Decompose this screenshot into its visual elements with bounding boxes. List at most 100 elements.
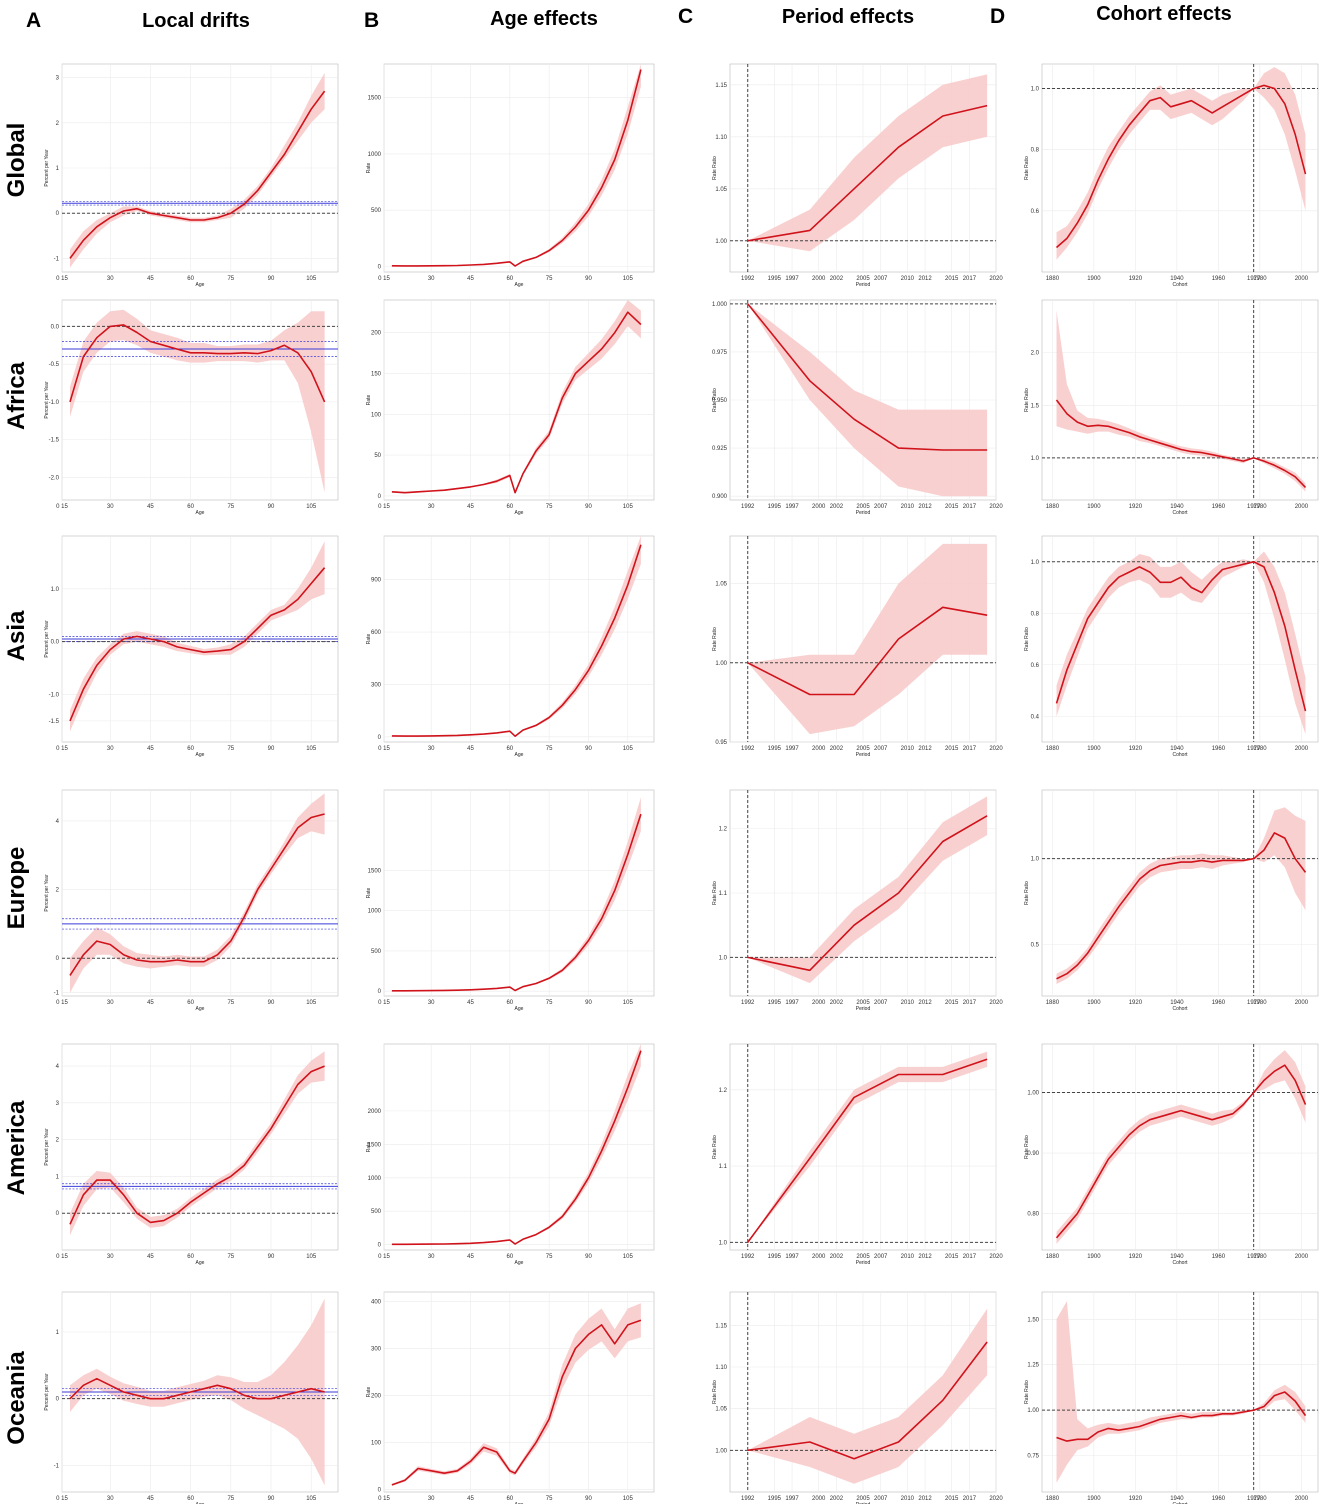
confidence-band bbox=[1056, 551, 1306, 735]
x-tick-label: 1992 bbox=[741, 1000, 755, 1006]
y-tick-label: 0 bbox=[378, 1488, 382, 1494]
column-title-local-drifts: Local drifts bbox=[142, 10, 250, 32]
confidence-band bbox=[747, 543, 988, 735]
y-tick-label: 1000 bbox=[368, 909, 382, 915]
x-tick-label: 105 bbox=[623, 1496, 634, 1502]
y-tick-label: 1.0 bbox=[1031, 857, 1040, 863]
y-tick-label: 3 bbox=[56, 1101, 60, 1107]
y-tick-label: 1.0 bbox=[1031, 560, 1040, 566]
x-tick-label: 0 15 bbox=[56, 276, 68, 282]
x-tick-label: 2012 bbox=[918, 1254, 932, 1260]
x-tick-label: 2012 bbox=[918, 276, 932, 282]
x-axis-label: Age bbox=[515, 1502, 524, 1504]
y-axis-label: Rate bbox=[366, 634, 372, 645]
x-tick-label: 2002 bbox=[830, 276, 844, 282]
panel-europe-drift: 0 15 30 45 60 75 90 105 -1 0 2 4 Age Percent per Yea… bbox=[44, 789, 339, 1012]
x-tick-label: 60 bbox=[506, 1000, 513, 1006]
y-tick-label: 1.10 bbox=[715, 1365, 727, 1371]
x-tick-label: 0 15 bbox=[378, 276, 390, 282]
x-tick-label: 2000 bbox=[1295, 1496, 1309, 1502]
x-tick-label: 45 bbox=[467, 276, 474, 282]
row-title-asia: Asia bbox=[3, 610, 30, 661]
x-tick-label: 1960 bbox=[1212, 1254, 1226, 1260]
estimate-line bbox=[1055, 399, 1307, 488]
x-tick-label: 1960 bbox=[1212, 1496, 1226, 1502]
x-tick-label: 2000 bbox=[1295, 746, 1309, 752]
x-tick-label: 2000 bbox=[1295, 1000, 1309, 1006]
y-tick-label: 1.15 bbox=[715, 1323, 727, 1329]
x-tick-label: 2002 bbox=[830, 746, 844, 752]
y-tick-label: 1 bbox=[56, 1330, 60, 1336]
x-tick-label: 2017 bbox=[963, 746, 977, 752]
y-tick-label: 600 bbox=[371, 630, 382, 636]
y-axis-label: Rate bbox=[366, 1387, 372, 1398]
panel-asia-period: 1992 1995 1997 2000 2002 2005 2007 2010 2012 2015… bbox=[712, 535, 1003, 758]
estimate-line bbox=[391, 544, 642, 737]
x-tick-label: 2015 bbox=[945, 504, 959, 510]
x-tick-label: 105 bbox=[623, 504, 634, 510]
x-tick-label: 1980 bbox=[1253, 1254, 1267, 1260]
x-axis-label: Period bbox=[856, 1006, 871, 1012]
x-tick-label: 60 bbox=[187, 746, 194, 752]
x-tick-label: 2010 bbox=[901, 1496, 915, 1502]
estimate-line bbox=[747, 1341, 988, 1460]
y-tick-label: 0 bbox=[378, 494, 382, 500]
y-axis-label: Rate Ratio bbox=[1024, 1135, 1030, 1159]
x-tick-label: 1960 bbox=[1212, 1000, 1226, 1006]
x-tick-label: 1997 bbox=[785, 1000, 799, 1006]
x-tick-label: 90 bbox=[585, 1254, 592, 1260]
x-tick-label: 90 bbox=[268, 504, 275, 510]
x-axis-label: Period bbox=[856, 510, 871, 516]
y-axis-label: Rate bbox=[366, 163, 372, 174]
y-tick-label: 500 bbox=[371, 1209, 382, 1215]
x-axis-label: Cohort bbox=[1172, 282, 1188, 288]
x-tick-label: 1977 bbox=[1247, 276, 1261, 282]
estimate-line bbox=[1055, 84, 1307, 249]
y-axis-label: Rate bbox=[366, 888, 372, 899]
row-title-global: Global bbox=[3, 123, 30, 198]
x-tick-label: 105 bbox=[306, 504, 317, 510]
x-tick-label: 2000 bbox=[812, 746, 826, 752]
x-tick-label: 1992 bbox=[741, 276, 755, 282]
panel-global-period: 1992 1995 1997 2000 2002 2005 2007 2010 2012 2015… bbox=[712, 63, 1003, 288]
row-title-oceania: Oceania bbox=[3, 1351, 30, 1445]
y-tick-label: 0.90 bbox=[1027, 1151, 1039, 1157]
y-tick-label: 100 bbox=[371, 1441, 382, 1447]
y-tick-label: 1.50 bbox=[1027, 1317, 1039, 1323]
x-tick-label: 45 bbox=[147, 1496, 154, 1502]
y-axis-label: Rate bbox=[366, 1142, 372, 1153]
panel-america-drift: 0 15 30 45 60 75 90 105 0 1 2 3 4 Age Percent per Yea… bbox=[44, 1043, 339, 1266]
y-axis-label: Percent per Year bbox=[44, 149, 50, 187]
x-tick-label: 2015 bbox=[945, 1000, 959, 1006]
estimate-line bbox=[391, 1050, 642, 1246]
y-tick-label: 1500 bbox=[368, 1142, 382, 1148]
x-tick-label: 30 bbox=[428, 1000, 435, 1006]
x-axis-label: Age bbox=[515, 1006, 524, 1012]
x-tick-label: 90 bbox=[585, 276, 592, 282]
x-tick-label: 2000 bbox=[1295, 504, 1309, 510]
y-tick-label: 0.0 bbox=[51, 324, 60, 330]
x-tick-label: 0 15 bbox=[378, 746, 390, 752]
estimate-line bbox=[747, 606, 988, 696]
x-tick-label: 2007 bbox=[874, 504, 888, 510]
x-tick-label: 90 bbox=[585, 504, 592, 510]
x-tick-label: 60 bbox=[506, 1254, 513, 1260]
x-tick-label: 30 bbox=[428, 504, 435, 510]
y-tick-label: 0 bbox=[378, 735, 382, 741]
y-tick-label: 0.8 bbox=[1031, 148, 1040, 154]
x-tick-label: 105 bbox=[306, 1254, 317, 1260]
y-tick-label: 0 bbox=[56, 1211, 60, 1217]
estimate-line bbox=[391, 1319, 642, 1486]
x-tick-label: 1977 bbox=[1247, 1254, 1261, 1260]
x-tick-label: 105 bbox=[623, 276, 634, 282]
x-tick-label: 45 bbox=[467, 746, 474, 752]
panel-letter-c: C bbox=[678, 5, 693, 28]
x-tick-label: 2017 bbox=[963, 504, 977, 510]
plot-area bbox=[383, 1291, 655, 1493]
x-tick-label: 1997 bbox=[785, 1496, 799, 1502]
row-title-africa: Africa bbox=[3, 361, 30, 430]
x-tick-label: 60 bbox=[187, 276, 194, 282]
x-tick-label: 1980 bbox=[1253, 746, 1267, 752]
y-axis-label: Rate Ratio bbox=[712, 627, 718, 651]
